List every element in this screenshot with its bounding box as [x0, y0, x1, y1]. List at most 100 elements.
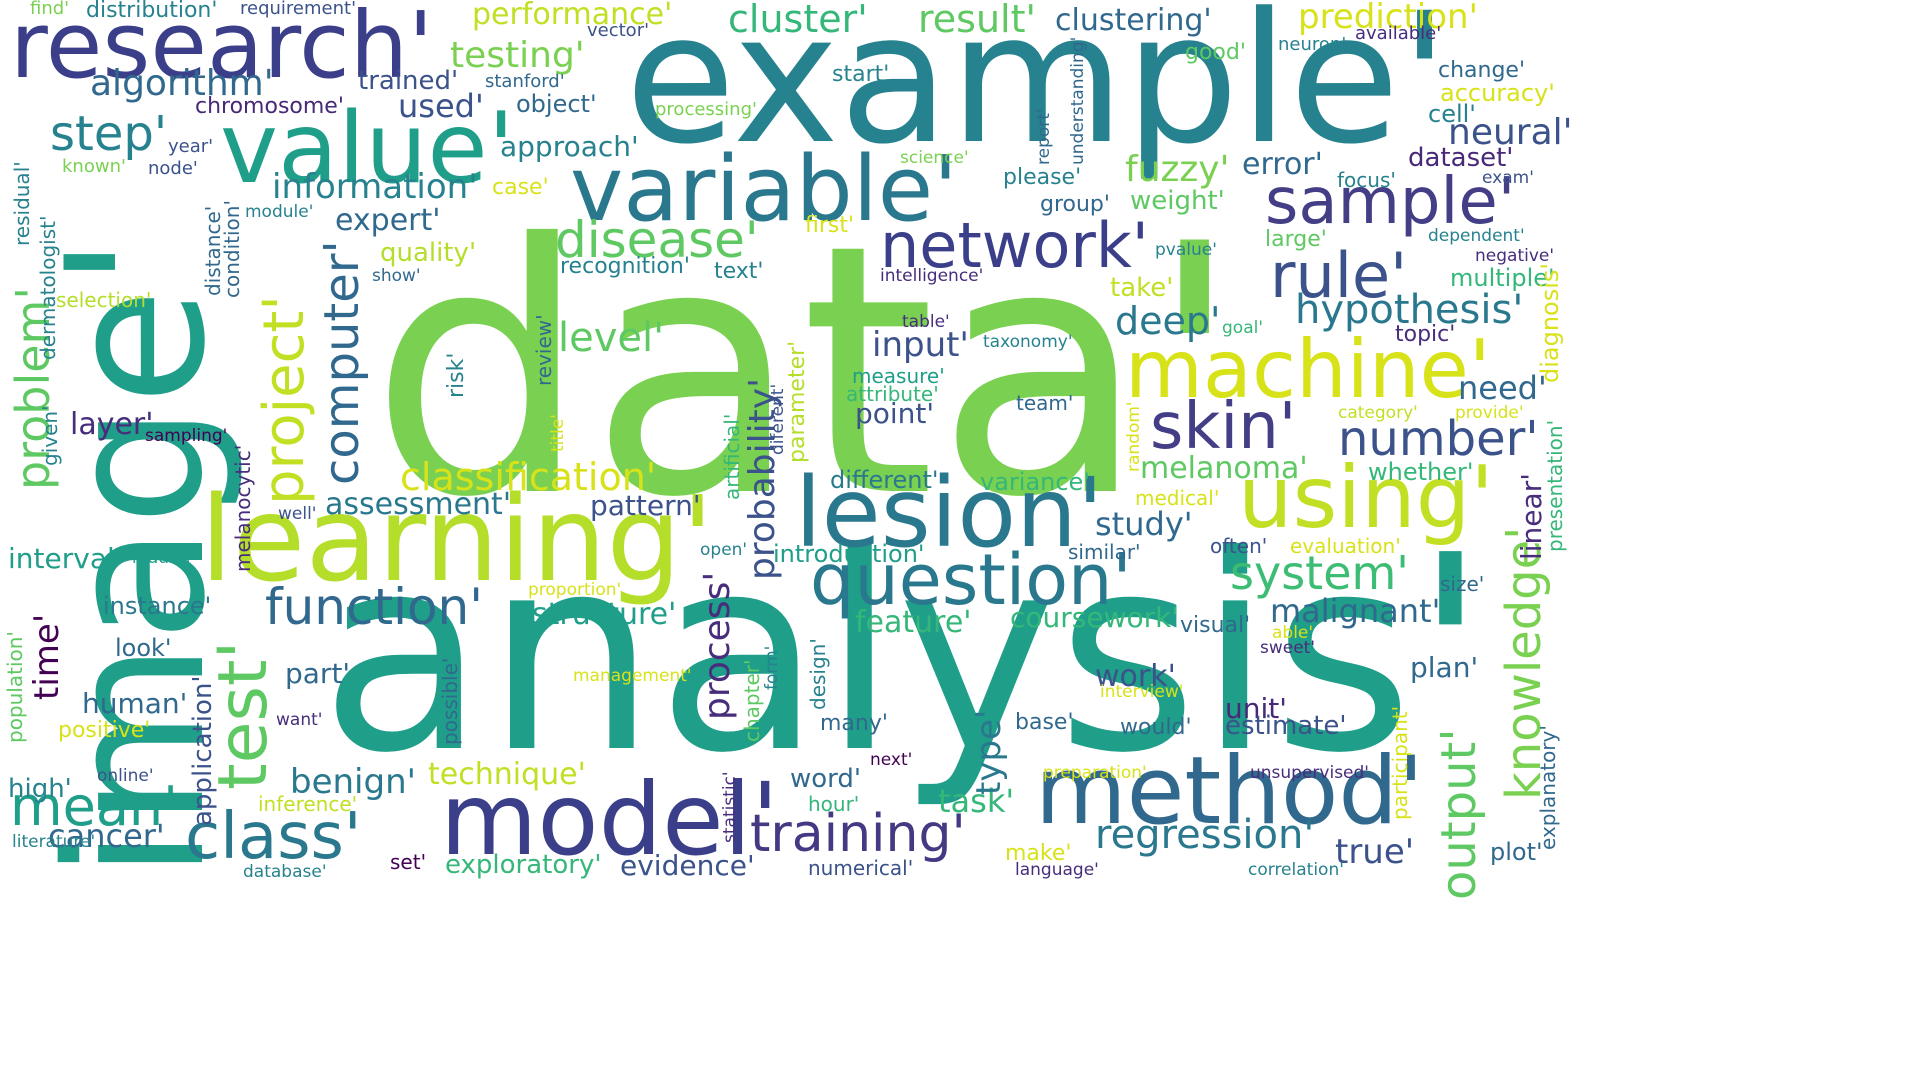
- word-sampling: sampling': [145, 426, 228, 446]
- word-condition: condition': [220, 200, 244, 298]
- word-participant: participant': [1388, 705, 1412, 820]
- word-recognition: recognition': [560, 254, 690, 279]
- word-classification: classification': [400, 455, 657, 499]
- word-show: show': [372, 266, 421, 286]
- word-point: point': [855, 397, 935, 430]
- word-size: size': [1440, 572, 1485, 596]
- word-able: able': [1272, 623, 1314, 643]
- word-diagnosis: diagnosis': [1536, 262, 1564, 383]
- word-module: module': [245, 202, 314, 222]
- word-chapter: chapter': [740, 659, 764, 743]
- word-skin: skin': [1150, 390, 1297, 464]
- word-malignant: malignant': [1270, 592, 1441, 630]
- word-cell: cell': [1428, 100, 1476, 128]
- word-trained: trained': [358, 66, 459, 96]
- word-part: part': [285, 657, 351, 690]
- word-instance: instance': [103, 592, 212, 620]
- word-true: true': [1335, 832, 1415, 872]
- word-database: database': [243, 862, 327, 882]
- word-value: value': [220, 92, 515, 206]
- word-work: work': [1095, 659, 1176, 694]
- word-output: output': [1431, 728, 1487, 900]
- word-table: table': [902, 312, 950, 332]
- word-focus: focus': [1337, 168, 1396, 192]
- word-base: base': [1015, 710, 1074, 735]
- word-category: category': [1338, 403, 1418, 423]
- word-visual: visual': [1180, 613, 1251, 638]
- word-layer: layer': [70, 407, 154, 442]
- word-large: large': [1265, 227, 1327, 252]
- word-exam: exam': [1482, 168, 1534, 188]
- word-question: question': [810, 539, 1132, 621]
- word-introduction: introduction': [773, 540, 925, 568]
- word-deep: deep': [1115, 299, 1221, 343]
- word-feature: feature': [855, 605, 972, 640]
- word-disease: disease': [555, 211, 759, 269]
- word-hour: hour': [808, 792, 860, 816]
- word-variable: variable': [570, 137, 958, 242]
- word-chromosome: chromosome': [195, 94, 344, 119]
- word-interview: interview': [1100, 682, 1184, 702]
- word-available: available': [1355, 23, 1442, 44]
- word-intelligence: intelligence': [880, 266, 984, 286]
- word-positive: positive': [58, 718, 151, 743]
- word-cancer: cancer': [48, 817, 165, 855]
- word-possible: possible': [438, 657, 462, 745]
- word-project: project': [252, 295, 317, 505]
- word-presentation: presentation': [1543, 419, 1567, 552]
- word-stanford: stanford': [485, 71, 565, 92]
- word-hidden: hidden': [132, 548, 195, 568]
- word-pattern: pattern': [590, 489, 701, 522]
- word-result: result': [918, 0, 1036, 41]
- word-risk: risk': [444, 352, 469, 398]
- word-technique: technique': [428, 757, 586, 792]
- word-artificial: artificial': [720, 413, 744, 500]
- word-dependent: dependent': [1428, 226, 1525, 246]
- word-attribute: attribute': [846, 382, 939, 406]
- word-group: group': [1040, 192, 1110, 217]
- word-residual: residual': [10, 161, 34, 246]
- word-level: level': [558, 315, 665, 361]
- word-processing: processing': [655, 99, 757, 120]
- word-parameter: parameter': [785, 340, 810, 463]
- word-next: next': [870, 750, 913, 770]
- word-preparation: preparation': [1043, 763, 1147, 783]
- word-regression: regression': [1095, 812, 1315, 858]
- word-step: step': [50, 106, 168, 162]
- word-information: information': [272, 167, 478, 207]
- word-prediction: prediction': [1298, 0, 1478, 37]
- word-population: population': [3, 631, 27, 743]
- word-mean: mean': [10, 775, 178, 838]
- word-example: example': [625, 0, 1450, 184]
- word-case: case': [492, 175, 549, 200]
- word-random: random': [1124, 401, 1144, 472]
- word-numerical: numerical': [808, 856, 914, 880]
- word-node: node': [148, 158, 198, 179]
- word-medical: medical': [1135, 486, 1220, 510]
- word-good: good': [1185, 40, 1246, 65]
- word-linear: linear': [1515, 473, 1548, 560]
- word-structure: structure': [532, 597, 677, 632]
- word-study: study': [1095, 505, 1193, 543]
- word-number: number': [1338, 411, 1539, 467]
- word-application: application': [188, 675, 218, 826]
- word-melanoma: melanoma': [1140, 451, 1308, 486]
- word-first: first': [805, 213, 855, 238]
- word-understanding: understanding': [1068, 36, 1088, 165]
- word-year: year': [168, 136, 214, 157]
- word-please: please': [1003, 165, 1082, 190]
- word-unit: unit': [1225, 692, 1287, 725]
- word-quality: quality': [380, 238, 477, 268]
- word-network: network': [880, 209, 1149, 282]
- word-test: test': [204, 640, 283, 790]
- word-time: time': [27, 613, 67, 700]
- word-evidence: evidence': [620, 849, 755, 882]
- word-topic: topic': [1395, 322, 1456, 347]
- word-approach: approach': [500, 130, 639, 163]
- word-distribution: distribution': [86, 0, 218, 23]
- word-find: find': [30, 0, 70, 19]
- word-plan: plan': [1410, 651, 1479, 684]
- word-coursework: coursework': [1010, 601, 1180, 634]
- word-used: used': [398, 87, 484, 125]
